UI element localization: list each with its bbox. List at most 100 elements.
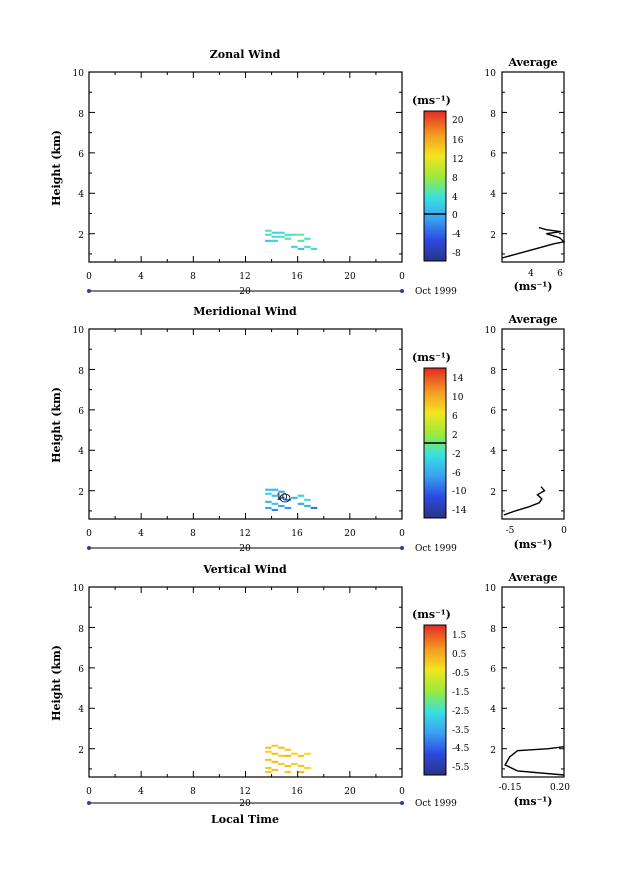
heatmap-cell (265, 766, 272, 769)
colorbar-unit-label: (ms⁻¹) (412, 94, 451, 107)
heatmap-cell (297, 754, 305, 757)
heatmap-cells (265, 488, 318, 511)
x-tick-label: 16 (291, 787, 303, 797)
avg-x-tick-label: 6 (557, 269, 563, 279)
heatmap-cell (304, 766, 311, 769)
heatmap-cell (291, 762, 298, 765)
x-tick-label: 0 (86, 529, 92, 539)
heatmap-cell (297, 770, 305, 773)
y-axis-label: Height (km) (50, 645, 63, 721)
month-label: Oct 1999 (415, 287, 457, 297)
y-tick-label: 4 (78, 190, 84, 200)
x-tick-label: 20 (344, 272, 356, 282)
heatmap-cell (310, 247, 318, 250)
avg-x-tick-label: 4 (528, 269, 534, 279)
y-tick-label: 6 (78, 407, 84, 417)
average-title: Average (507, 571, 557, 584)
avg-y-tick-label: 10 (485, 326, 497, 336)
x-tick-label: 0 (399, 787, 405, 797)
x-tick-label: 20 (344, 529, 356, 539)
heatmap-cell (310, 506, 318, 509)
avg-y-tick-label: 8 (490, 367, 496, 377)
heatmap-cell (304, 504, 311, 507)
heatmap-cell (284, 233, 292, 236)
colorbar-tick-label: -2.5 (452, 707, 470, 717)
panel-vertical-wind: Vertical Wind Height (km) 0 4 8 12 16 20… (50, 563, 570, 826)
heatmap-cell (297, 247, 305, 250)
heatmap-cells (265, 744, 311, 773)
avg-y-tick-label: 6 (490, 407, 496, 417)
heatmap-cell (284, 237, 292, 240)
y-tick-label: 4 (78, 447, 84, 457)
panel-title: Vertical Wind (202, 563, 287, 576)
x-tick-label: 4 (138, 787, 144, 797)
colorbar-tick-label: 8 (452, 174, 458, 184)
average-profile-line (503, 486, 546, 516)
heatmap-cell (278, 746, 285, 749)
panel-title: Meridional Wind (193, 305, 297, 318)
avg-x-axis-label: (ms⁻¹) (514, 795, 553, 808)
heatmap-cell (265, 492, 272, 495)
heatmap-cell (284, 506, 292, 509)
average-frame (501, 328, 565, 520)
date-label: 20 (239, 544, 251, 554)
x-axis-label: Local Time (211, 813, 279, 826)
heatmap-cell (278, 235, 285, 238)
heatmap-cell (265, 488, 272, 491)
heatmap-cell (265, 233, 272, 236)
heatmap-cell (297, 764, 305, 767)
y-axis-label: Height (km) (50, 130, 63, 206)
x-tick-label: 8 (190, 787, 196, 797)
heatmap-cell (284, 748, 292, 751)
colorbar-tick-label: -8 (452, 249, 461, 259)
heatmap-cell (297, 494, 305, 497)
colorbar-tick-label: 0.5 (452, 650, 467, 660)
heatmap-cell (271, 508, 279, 511)
contour-line (279, 493, 291, 503)
colorbar-tick-label: 10 (452, 393, 464, 403)
avg-x-tick-label: -5 (506, 526, 515, 536)
panel-title: Zonal Wind (210, 48, 281, 61)
heatmap-cell (284, 498, 292, 501)
x-tick-label: 12 (239, 787, 250, 797)
avg-y-tick-label: 8 (490, 625, 496, 635)
heatmap-cell (304, 752, 311, 755)
colorbar-tick-label: -4 (452, 230, 461, 240)
heatmap-cell (271, 235, 279, 238)
average-profile-line (501, 226, 566, 259)
avg-y-tick-label: 4 (490, 705, 496, 715)
avg-y-tick-label: 2 (490, 488, 496, 498)
avg-y-tick-label: 4 (490, 190, 496, 200)
heatmap-cell (271, 752, 279, 755)
avg-y-tick-label: 2 (490, 231, 496, 241)
average-title: Average (507, 56, 557, 69)
heatmap-cell (278, 762, 285, 765)
heatmap-cell (284, 754, 292, 757)
x-tick-label: 8 (190, 529, 196, 539)
y-tick-label: 2 (78, 231, 84, 241)
x-tick-label: 0 (86, 787, 92, 797)
plot-frame (88, 328, 403, 520)
colorbar-tick-label: -3.5 (452, 726, 470, 736)
heatmap-cell (265, 500, 272, 503)
y-tick-label: 10 (73, 584, 85, 594)
colorbar-tick-label: 2 (452, 431, 458, 441)
heatmap-cell (297, 239, 305, 242)
x-tick-label: 0 (399, 272, 405, 282)
month-label: Oct 1999 (415, 544, 457, 554)
average-frame (501, 586, 565, 778)
heatmap-cell (271, 768, 279, 771)
x-tick-label: 4 (138, 272, 144, 282)
y-tick-label: 4 (78, 705, 84, 715)
heatmap-cell (304, 245, 311, 248)
y-tick-label: 8 (78, 367, 84, 377)
x-tick-label: 0 (399, 529, 405, 539)
x-tick-label: 8 (190, 272, 196, 282)
colorbar-tick-label: 1.5 (452, 631, 467, 641)
heatmap-cell (265, 239, 272, 242)
date-axis-start-marker (87, 546, 91, 550)
heatmap-cell (265, 229, 272, 232)
heatmap-cell (265, 758, 272, 761)
date-label: 20 (239, 287, 251, 297)
